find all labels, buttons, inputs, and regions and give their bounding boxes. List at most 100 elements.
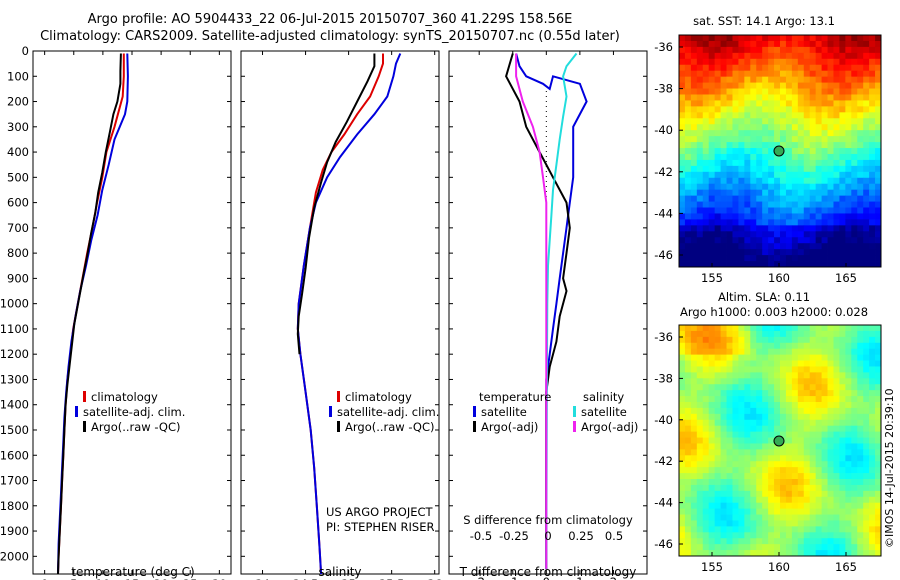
- sst-cell: [780, 106, 787, 113]
- sst-cell: [738, 249, 745, 256]
- sla-cell: [738, 360, 745, 367]
- sla-cell: [851, 413, 858, 421]
- sst-cell: [732, 118, 739, 125]
- sst-cell: [738, 136, 745, 143]
- sst-cell: [797, 201, 805, 208]
- sst-cell: [744, 46, 751, 54]
- sst-cell: [762, 142, 769, 149]
- sst-cell: [714, 112, 721, 119]
- sst-cell: [845, 219, 852, 226]
- sla-cell: [762, 550, 769, 557]
- sst-cell: [714, 64, 721, 72]
- sst-cell: [696, 130, 704, 137]
- sla-cell: [732, 348, 739, 356]
- sst-cell: [708, 243, 716, 250]
- sst-cell: [744, 100, 751, 107]
- sst-cell: [809, 153, 817, 161]
- sla-cell: [803, 325, 811, 332]
- sst-cell: [702, 124, 710, 131]
- sst-cell: [833, 124, 840, 131]
- sla-cell: [803, 407, 811, 415]
- sla-cell: [785, 550, 793, 557]
- sla-cell: [702, 461, 710, 468]
- sla-cell: [702, 431, 710, 438]
- sla-cell: [738, 473, 745, 480]
- sla-cell: [732, 354, 739, 361]
- sla-cell: [732, 425, 739, 433]
- sla-cell: [785, 366, 793, 373]
- sst-cell: [780, 136, 787, 143]
- sla-cell: [762, 366, 769, 373]
- sla-cell: [803, 443, 811, 450]
- sla-cell: [768, 455, 775, 462]
- sst-cell: [702, 243, 710, 250]
- sst-cell: [869, 52, 876, 60]
- sla-cell: [762, 484, 769, 492]
- sla-cell: [684, 526, 692, 533]
- sla-cell: [845, 372, 852, 379]
- sst-cell: [791, 142, 799, 149]
- sla-cell: [821, 437, 828, 444]
- sla-cell: [702, 484, 710, 492]
- sst-cell: [857, 255, 864, 262]
- sst-cell: [821, 255, 828, 262]
- sst-cell: [857, 70, 864, 78]
- sla-cell: [845, 378, 852, 385]
- sst-cell: [875, 94, 882, 101]
- sla-cell: [774, 490, 781, 498]
- sst-cell: [726, 201, 733, 208]
- sla-cell: [702, 473, 710, 480]
- sst-cell: [768, 177, 775, 185]
- sla-cell: [732, 455, 739, 462]
- sst-cell: [809, 255, 817, 262]
- sla-cell: [696, 449, 704, 456]
- sst-cell: [720, 249, 727, 256]
- sla-cell: [821, 402, 828, 409]
- sla-cell: [744, 354, 751, 361]
- sst-cell: [768, 207, 775, 214]
- sst-cell: [756, 94, 763, 101]
- sla-cell: [774, 402, 781, 409]
- sst-cell: [797, 136, 805, 143]
- sst-cell: [875, 106, 882, 113]
- sla-cell: [768, 484, 775, 492]
- sst-cell: [684, 88, 692, 95]
- sla-cell: [803, 490, 811, 498]
- sst-cell: [869, 219, 876, 226]
- sst-cell: [845, 82, 852, 89]
- depth-tick-label: 1200: [0, 347, 29, 361]
- sst-cell: [720, 124, 727, 131]
- sst-cell: [821, 207, 828, 214]
- sst-cell: [744, 249, 751, 256]
- sst-cell: [863, 124, 870, 131]
- sst-cell: [821, 195, 828, 202]
- sla-cell: [774, 461, 781, 468]
- sst-cell: [726, 171, 733, 179]
- sst-cell: [785, 100, 793, 107]
- sst-cell: [768, 225, 775, 232]
- sla-cell: [714, 520, 721, 527]
- sst-cell: [732, 219, 739, 226]
- sla-cell: [720, 449, 727, 456]
- sla-cell: [863, 342, 870, 350]
- sla-cell: [875, 360, 882, 367]
- sst-cell: [690, 153, 698, 161]
- sst-cell: [857, 46, 864, 54]
- sla-cell: [679, 384, 686, 391]
- sst-cell: [738, 46, 745, 54]
- sst-cell: [863, 118, 870, 125]
- sla-cell: [738, 431, 745, 438]
- sst-cell: [690, 195, 698, 202]
- sst-cell: [726, 207, 733, 214]
- sla-cell: [875, 413, 882, 421]
- sst-cell: [845, 136, 852, 143]
- sst-cell: [821, 106, 828, 113]
- sst-cell: [851, 189, 858, 197]
- sst-cell: [679, 249, 686, 256]
- sst-cell: [803, 213, 811, 220]
- sst-cell: [744, 207, 751, 214]
- sst-cell: [714, 142, 721, 149]
- sst-cell: [845, 100, 852, 107]
- sla-cell: [851, 455, 858, 462]
- sst-cell: [869, 165, 876, 173]
